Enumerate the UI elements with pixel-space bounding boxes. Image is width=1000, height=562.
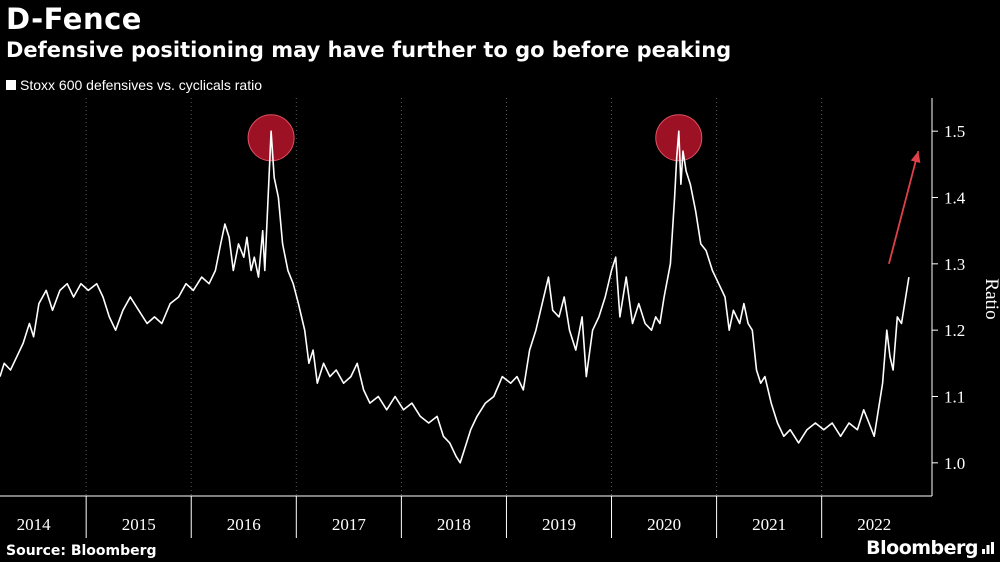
- x-tick-label: 2014: [17, 515, 52, 534]
- y-tick-label: 1.5: [944, 122, 965, 141]
- source-note: Source: Bloomberg: [6, 543, 157, 559]
- x-tick-label: 2021: [752, 515, 786, 534]
- x-tick-label: 2017: [332, 515, 367, 534]
- brand-logo: Bloomberg: [866, 537, 995, 559]
- bloomberg-chart-icon: [982, 542, 994, 554]
- trend-arrow-shaft-1: [888, 150, 920, 265]
- x-tick-label: 2020: [647, 515, 681, 534]
- x-tick-label: 2022: [857, 515, 891, 534]
- chart-subtitle: Defensive positioning may have further t…: [6, 38, 732, 62]
- legend-swatch: [6, 80, 16, 90]
- brand-text: Bloomberg: [866, 537, 978, 559]
- x-tick-label: 2019: [542, 515, 576, 534]
- y-tick-label: 1.0: [944, 454, 965, 473]
- legend: Stoxx 600 defensives vs. cyclicals ratio: [6, 77, 262, 93]
- y-axis-label: Ratio: [981, 278, 1000, 319]
- x-tick-label: 2015: [122, 515, 156, 534]
- x-tick-label: 2018: [437, 515, 471, 534]
- trend-arrow-head-1: [910, 151, 921, 163]
- chart-title: D-Fence: [6, 2, 142, 36]
- y-tick-label: 1.1: [944, 388, 965, 407]
- legend-label: Stoxx 600 defensives vs. cyclicals ratio: [20, 77, 262, 93]
- y-tick-label: 1.2: [944, 321, 965, 340]
- series-line-1: [0, 130, 910, 464]
- y-tick-label: 1.4: [944, 189, 966, 208]
- y-tick-label: 1.3: [944, 255, 965, 274]
- x-tick-label: 2016: [227, 515, 261, 534]
